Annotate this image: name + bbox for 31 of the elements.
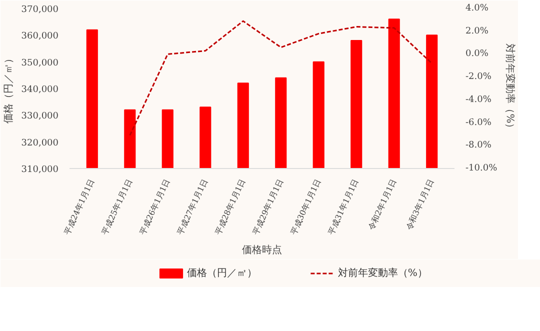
legend-label: 対前年変動率（%）: [338, 267, 428, 279]
y2-tick-label: 0.0%: [466, 49, 489, 60]
y2-tick-label: -2.0%: [466, 72, 492, 82]
x-tick-label: 令和3年1月1日: [404, 178, 436, 232]
x-tick-label: 平成27年1月1日: [176, 178, 210, 236]
y2-tick-label: -6.0%: [466, 118, 492, 128]
x-tick-label: 平成30年1月1日: [289, 178, 323, 236]
x-tick-label: 令和2年1月1日: [366, 178, 398, 232]
y-tick-label: 350,000: [21, 58, 59, 68]
x-axis-title: 価格時点: [242, 244, 282, 256]
line-series: [129, 20, 433, 136]
y-tick-label: 330,000: [21, 112, 59, 122]
y2-tick-label: 2.0%: [466, 26, 489, 36]
y2-tick-label: -8.0%: [466, 140, 492, 151]
y2-tick-label: 4.0%: [466, 4, 489, 14]
x-tick-label: 平成24年1月1日: [62, 178, 96, 236]
y-tick-label: 360,000: [21, 32, 59, 42]
y-axis-title: 価格（円／㎡）: [2, 54, 14, 124]
x-tick-label: 平成29年1月1日: [251, 178, 285, 236]
x-tick-label: 平成25年1月1日: [100, 178, 134, 236]
legend-label: 価格（円／㎡）: [187, 267, 258, 279]
y2-tick-label: -4.0%: [466, 94, 492, 105]
y-tick-label: 340,000: [21, 85, 59, 95]
y-tick-label: 310,000: [21, 165, 59, 175]
y-tick-label: 320,000: [21, 138, 59, 148]
y-tick-label: 370,000: [21, 5, 59, 15]
x-tick-label: 平成31年1月1日: [326, 178, 360, 236]
y2-tick-label: -10.0%: [466, 164, 498, 174]
x-tick-label: 平成26年1月1日: [138, 178, 172, 236]
y2-axis-title: 対前年変動率（%）: [504, 44, 516, 134]
x-tick-label: 平成28年1月1日: [214, 178, 248, 236]
